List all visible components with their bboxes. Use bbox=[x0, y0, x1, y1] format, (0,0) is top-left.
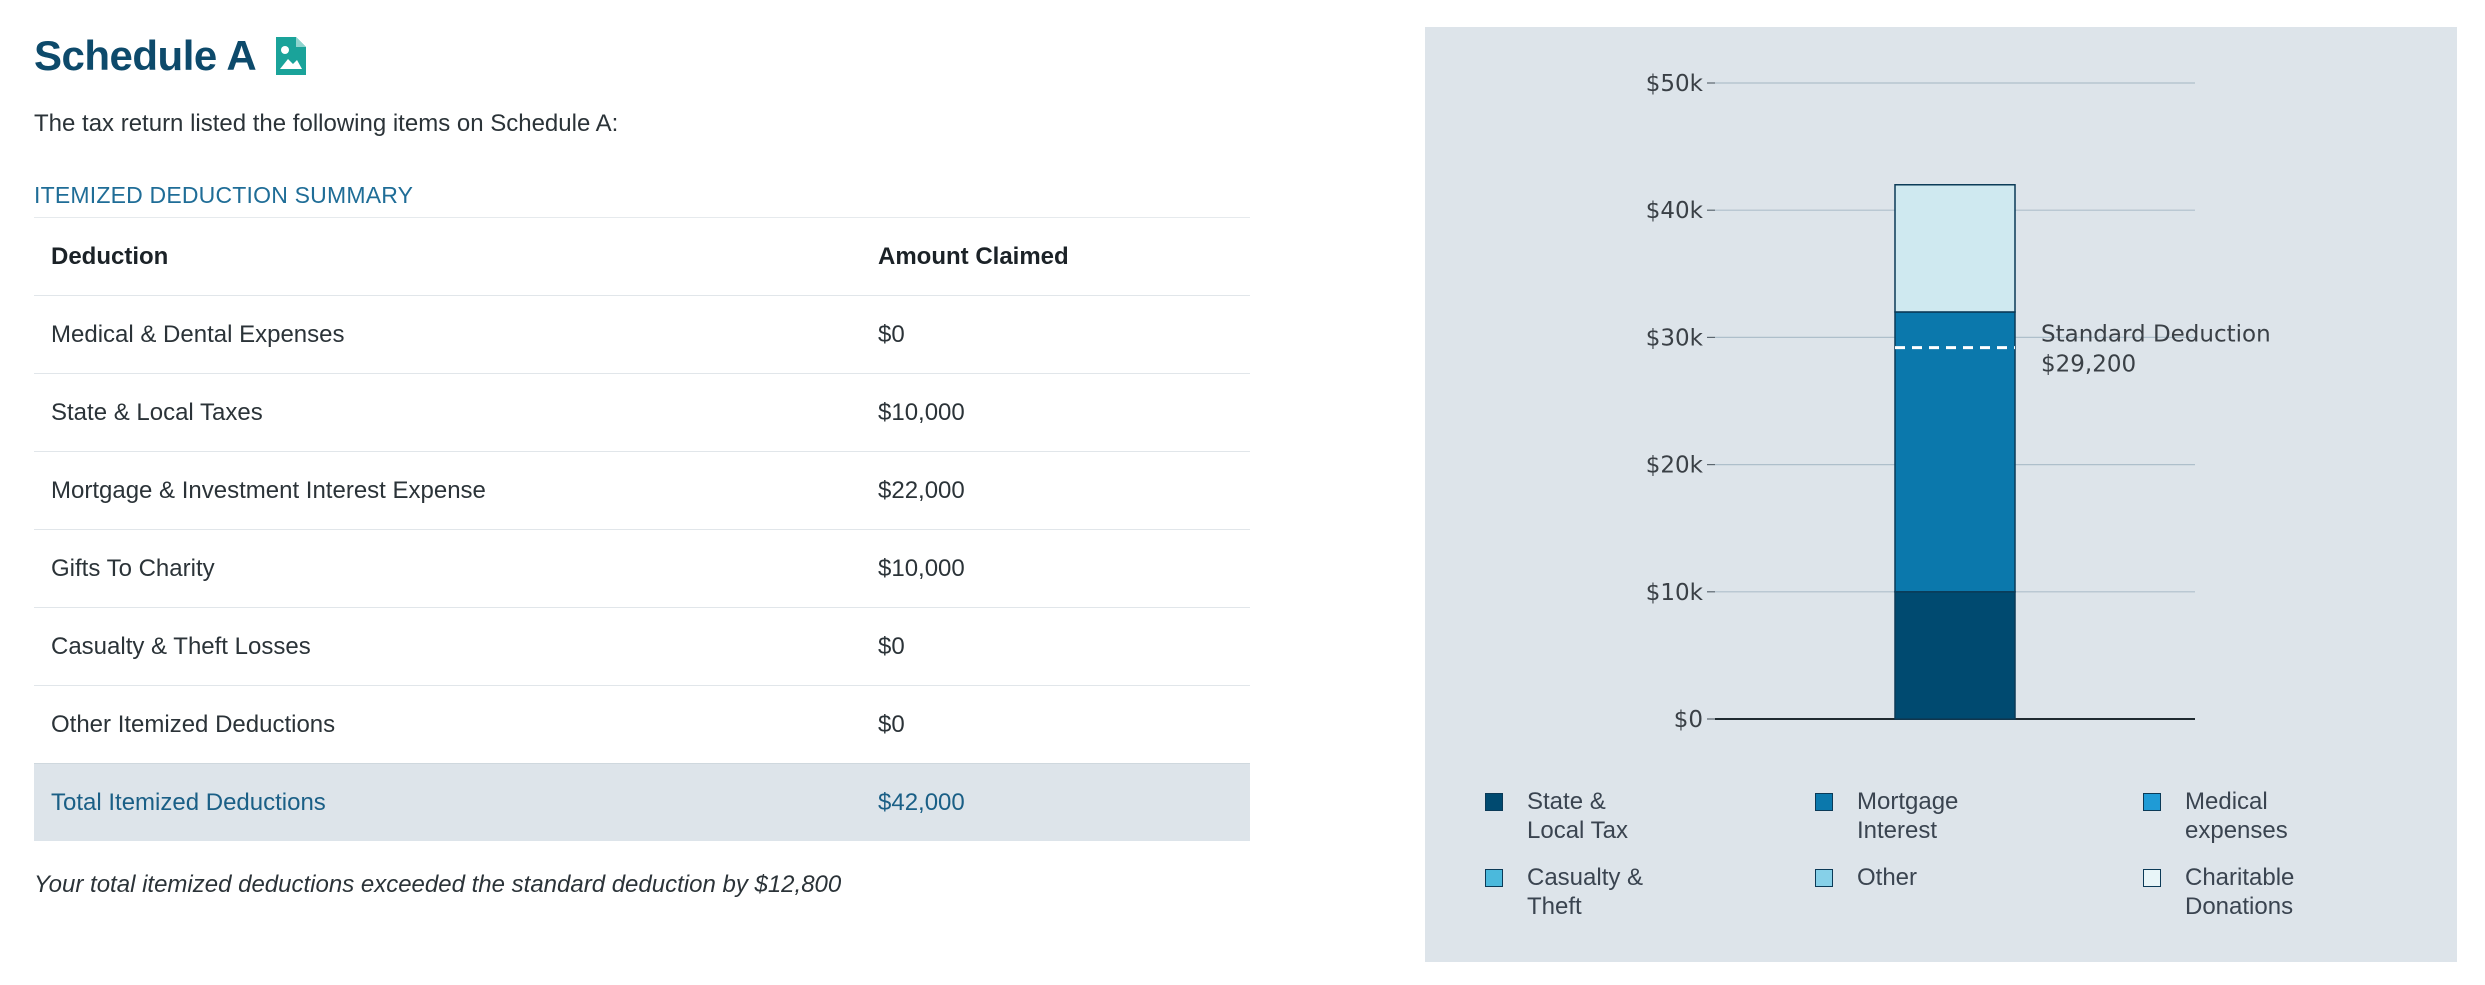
total-label: Total Itemized Deductions bbox=[34, 763, 861, 841]
deduction-name: Gifts To Charity bbox=[34, 529, 861, 608]
legend-swatch bbox=[1815, 869, 1833, 887]
bar-segment-charitable-donations bbox=[1894, 184, 2016, 313]
table-row: Medical & Dental Expenses $0 bbox=[34, 295, 1250, 374]
y-tick-label: $0 bbox=[1674, 707, 1703, 733]
legend-label: Other bbox=[1857, 864, 1918, 891]
title-row: Schedule A bbox=[34, 24, 1250, 88]
subtitle: The tax return listed the following item… bbox=[34, 110, 619, 137]
column-header-deduction: Deduction bbox=[34, 217, 861, 296]
deduction-amount: $0 bbox=[861, 685, 1250, 764]
legend-label: Casualty & Theft bbox=[1527, 864, 1644, 920]
bar-segment-mortgage-interest bbox=[1894, 311, 2016, 593]
y-tick-label: $20k bbox=[1646, 453, 1704, 479]
deduction-amount: $0 bbox=[861, 607, 1250, 686]
deduction-amount: $10,000 bbox=[861, 373, 1250, 452]
bar-segment-state-local-tax bbox=[1894, 591, 2016, 720]
deduction-amount: $22,000 bbox=[861, 451, 1250, 530]
chart-panel: $0 $10k $20k $30k $40k $50k Standard Deduction… bbox=[1425, 27, 2457, 962]
deduction-name: Medical & Dental Expenses bbox=[34, 295, 861, 374]
legend-item: Other bbox=[1815, 863, 2075, 892]
legend-item: Casualty & Theft bbox=[1485, 863, 1745, 921]
table-row: Mortgage & Investment Interest Expense $… bbox=[34, 451, 1250, 530]
deduction-name: Mortgage & Investment Interest Expense bbox=[34, 451, 861, 530]
table-row: Gifts To Charity $10,000 bbox=[34, 529, 1250, 608]
deduction-amount: $10,000 bbox=[861, 529, 1250, 608]
standard-deduction-label: Standard Deduction bbox=[2041, 322, 2271, 348]
schedule-a-section: Schedule A The tax return listed the fol… bbox=[34, 24, 1250, 899]
legend-swatch bbox=[1815, 793, 1833, 811]
y-tick-label: $30k bbox=[1646, 325, 1704, 351]
legend-label: Medical expenses bbox=[2185, 788, 2288, 844]
deduction-name: Other Itemized Deductions bbox=[34, 685, 861, 764]
deduction-amount: $0 bbox=[861, 295, 1250, 374]
table-row: Casualty & Theft Losses $0 bbox=[34, 607, 1250, 686]
deductions-chart: $0 $10k $20k $30k $40k $50k Standard Deduction… bbox=[1646, 71, 2271, 733]
table-row: Other Itemized Deductions $0 bbox=[34, 685, 1250, 764]
total-row: Total Itemized Deductions $42,000 bbox=[34, 763, 1250, 841]
total-amount: $42,000 bbox=[861, 763, 1250, 841]
legend-item: State & Local Tax bbox=[1485, 787, 1745, 845]
section-label: ITEMIZED DEDUCTION SUMMARY bbox=[34, 182, 414, 208]
table-row: State & Local Taxes $10,000 bbox=[34, 373, 1250, 452]
legend-label: State & Local Tax bbox=[1527, 788, 1628, 844]
legend-swatch bbox=[2143, 869, 2161, 887]
deduction-name: State & Local Taxes bbox=[34, 373, 861, 452]
legend-swatch bbox=[1485, 793, 1503, 811]
legend-swatch bbox=[1485, 869, 1503, 887]
page-title: Schedule A bbox=[34, 32, 257, 79]
deduction-name: Casualty & Theft Losses bbox=[34, 607, 861, 686]
standard-deduction-value: $29,200 bbox=[2041, 352, 2136, 378]
column-header-amount: Amount Claimed bbox=[861, 217, 1250, 296]
legend-label: Mortgage Interest bbox=[1857, 788, 1959, 844]
y-tick-label: $10k bbox=[1646, 580, 1704, 606]
legend-swatch bbox=[2143, 793, 2161, 811]
y-tick-label: $40k bbox=[1646, 198, 1704, 224]
footnote: Your total itemized deductions exceeded … bbox=[34, 871, 842, 898]
table-header-row: Deduction Amount Claimed bbox=[34, 217, 1250, 296]
y-tick-label: $50k bbox=[1646, 71, 1704, 97]
legend-item: Charitable Donations bbox=[2143, 863, 2403, 921]
legend-item: Medical expenses bbox=[2143, 787, 2403, 845]
legend-item: Mortgage Interest bbox=[1815, 787, 2075, 845]
legend-label: Charitable Donations bbox=[2185, 864, 2295, 920]
document-image-icon[interactable] bbox=[276, 37, 307, 75]
deduction-table: Deduction Amount Claimed Medical & Denta… bbox=[34, 217, 1250, 841]
